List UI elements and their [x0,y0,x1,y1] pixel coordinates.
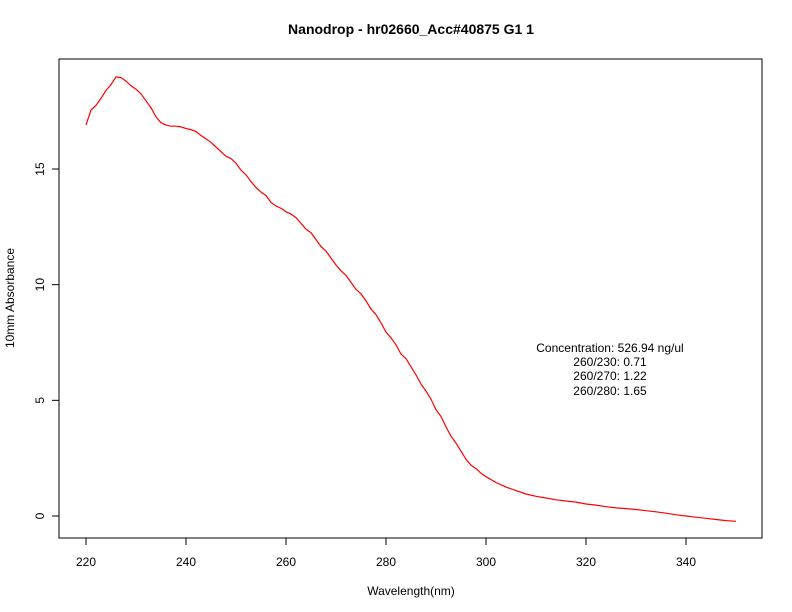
x-tick-label: 300 [476,555,496,569]
absorbance-series-line [85,76,737,522]
x-tick-label: 220 [76,555,96,569]
concentration-annotation: Concentration: 526.94 ng/ul [536,341,683,355]
x-axis: 220 240 260 280 300 320 340 [76,537,696,569]
y-tick-label: 10 [33,278,47,292]
y-tick-label: 5 [33,397,47,404]
x-tick-label: 320 [576,555,596,569]
y-tick-label: 15 [33,162,47,176]
y-tick-label: 0 [33,512,47,519]
chart-title: Nanodrop - hr02660_Acc#40875 G1 1 [288,21,534,37]
y-axis-label: 10mm Absorbance [3,248,17,348]
y-axis: 0 5 10 15 [33,162,60,519]
ratio-260-270-annotation: 260/270: 1.22 [573,369,647,383]
plot-frame [58,58,763,539]
x-tick-label: 340 [676,555,696,569]
x-axis-label: Wavelength(nm) [367,584,455,598]
x-tick-label: 240 [176,555,196,569]
x-tick-label: 280 [376,555,396,569]
ratio-260-230-annotation: 260/230: 0.71 [573,355,647,369]
series-layer [85,76,737,522]
x-tick-label: 260 [276,555,296,569]
measurement-annotations: Concentration: 526.94 ng/ul 260/230: 0.7… [536,341,683,398]
ratio-260-280-annotation: 260/280: 1.65 [573,384,647,398]
